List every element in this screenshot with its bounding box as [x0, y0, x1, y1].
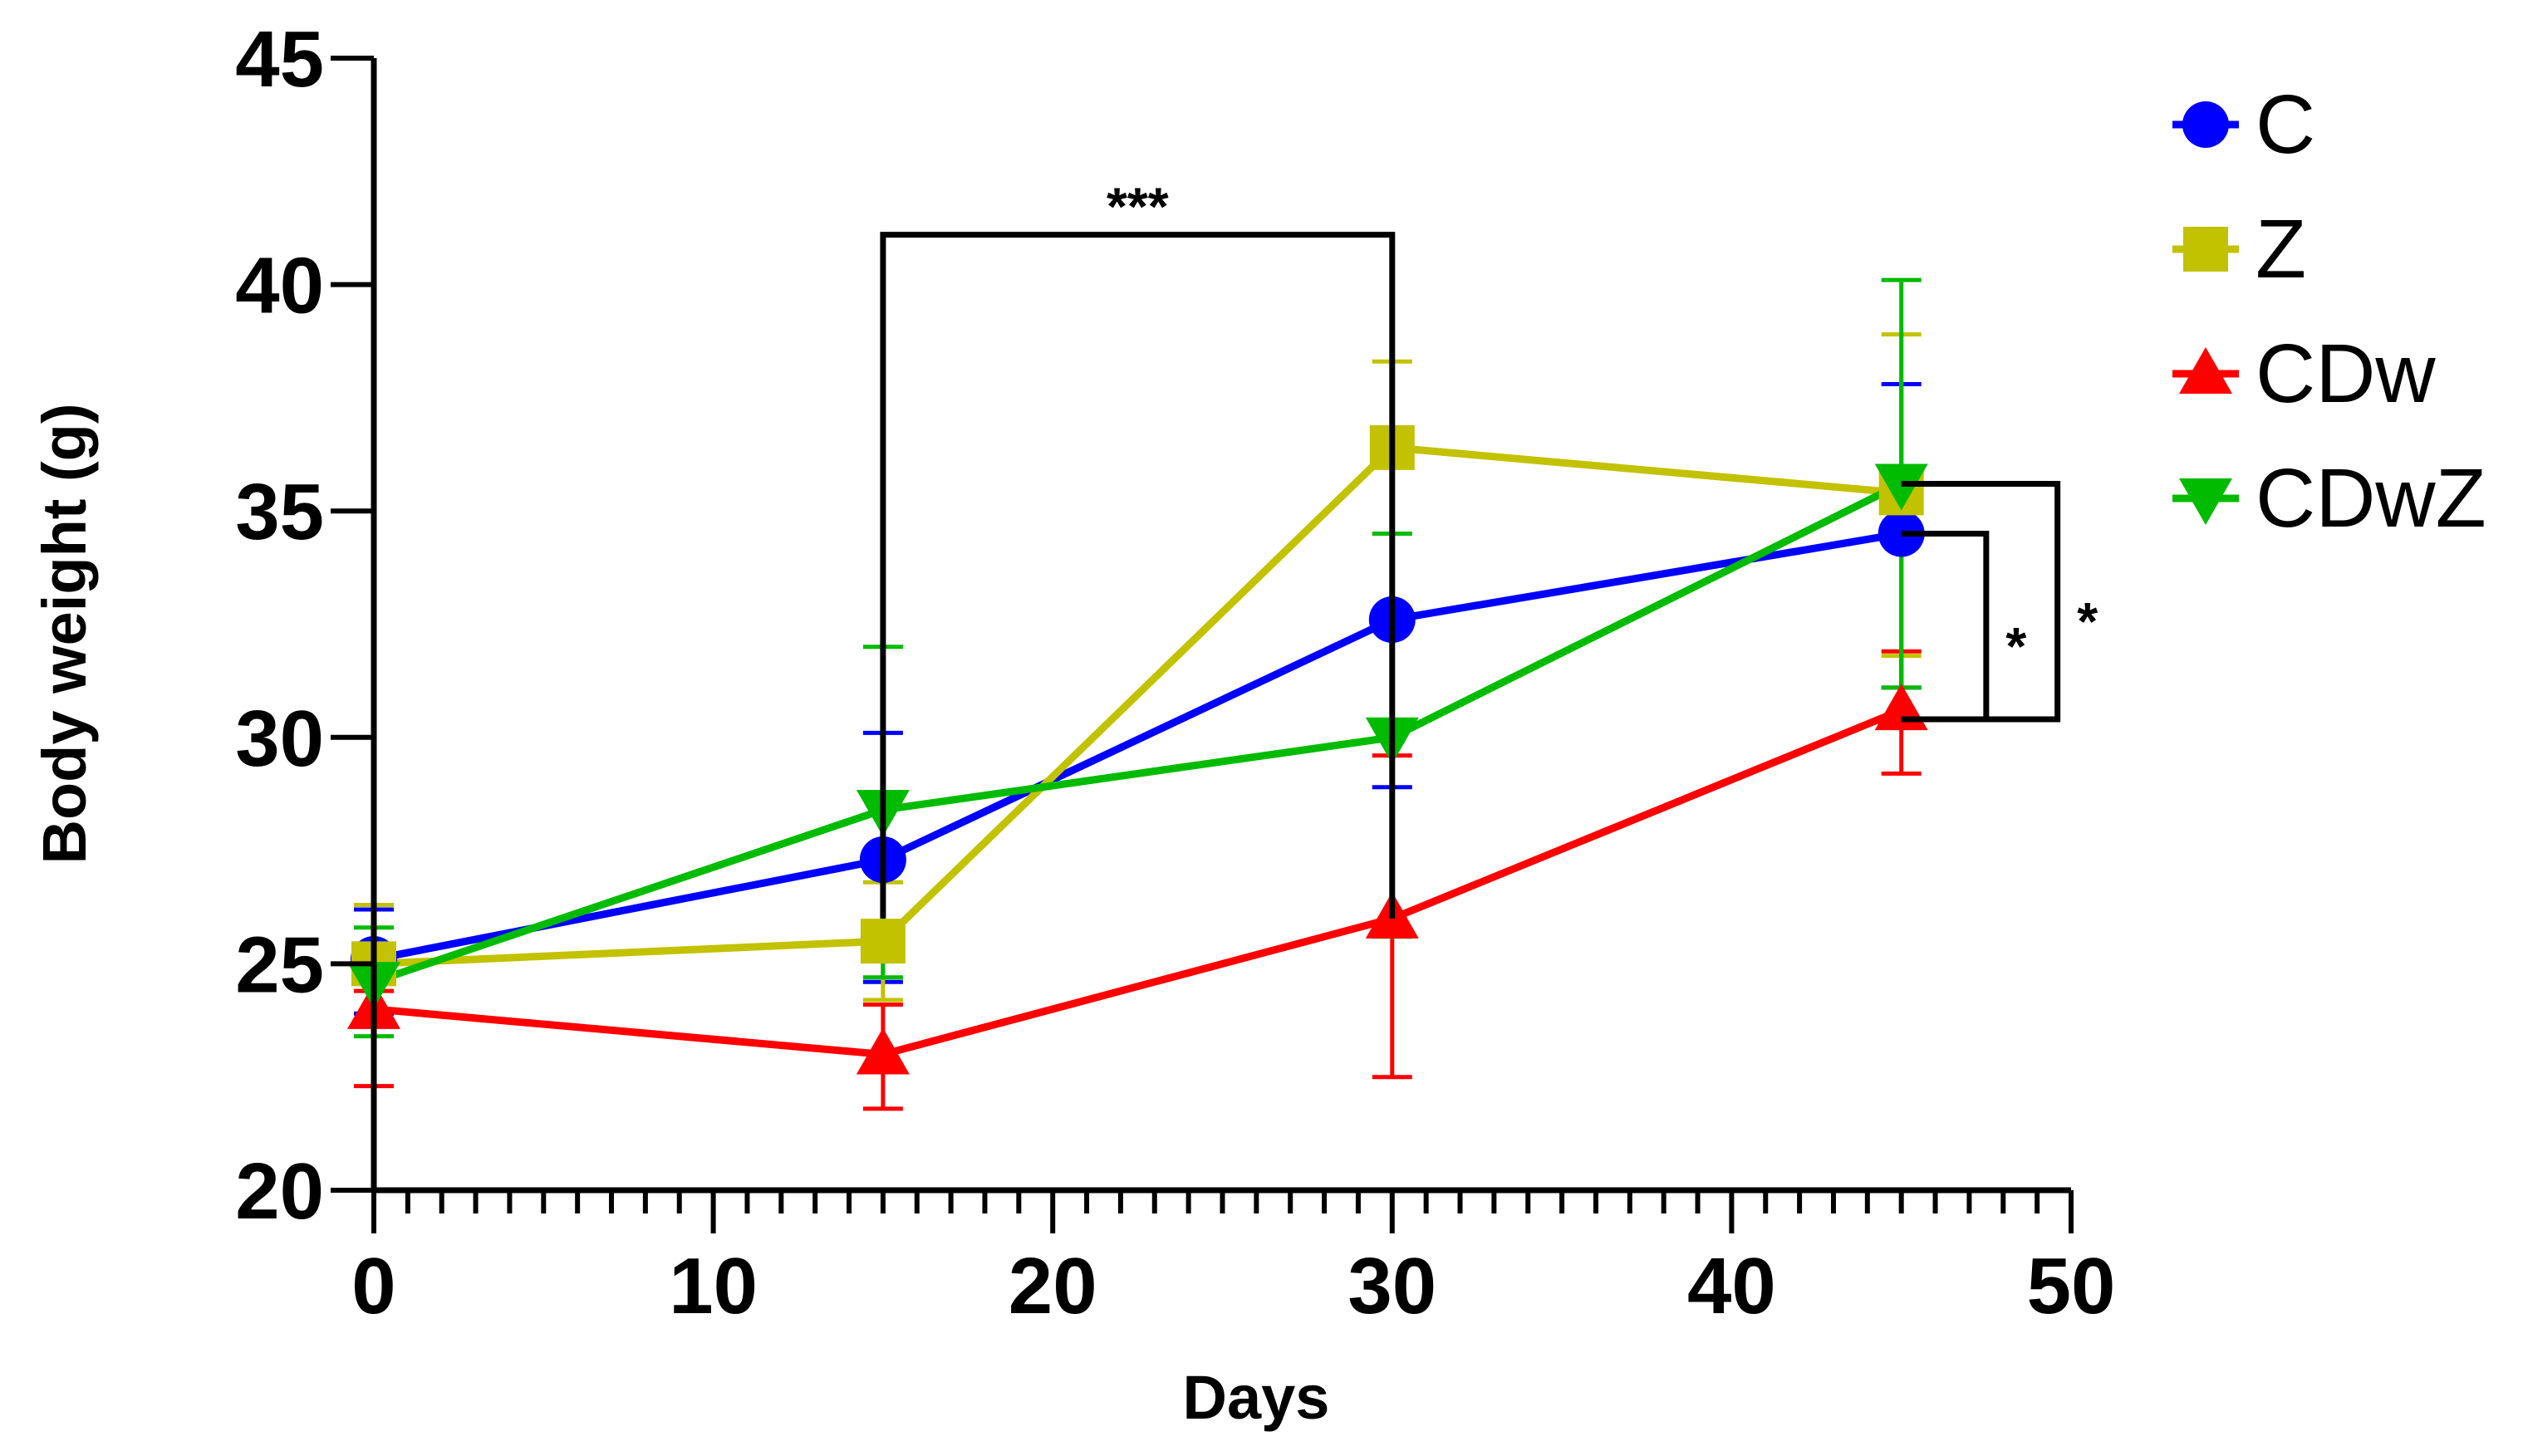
- series-line-c: [373, 530, 1902, 963]
- y-tick-label: 20: [235, 1147, 324, 1236]
- x-tick-label: 50: [2027, 1242, 2116, 1331]
- legend-label: Z: [2255, 203, 2306, 296]
- significance-bracket: *: [1901, 480, 2098, 723]
- legend: CZ CDw CDwZ: [2172, 78, 2486, 545]
- y-tick-label: 30: [235, 694, 324, 783]
- y-axis-title: Body weight (g): [30, 404, 99, 865]
- bracket-line: [880, 232, 1396, 919]
- legend-label: C: [2255, 78, 2315, 171]
- series-layer: [347, 277, 1928, 1111]
- x-tick-label: 0: [351, 1242, 395, 1331]
- error-bars-cdwz: [354, 277, 1922, 1039]
- series-line-cdw: [373, 706, 1903, 1058]
- y-tick-label: 40: [235, 242, 324, 331]
- series-line-cdwz: [372, 480, 1903, 986]
- data-point-cdwz: [1874, 463, 1928, 511]
- significance-annotations: **** *: [880, 177, 2098, 919]
- legend-marker: [2179, 478, 2232, 525]
- bracket-line: [1901, 480, 2061, 723]
- x-tick-label: 40: [1687, 1242, 1776, 1331]
- y-tick-label: 25: [235, 920, 324, 1009]
- legend-marker: [2183, 227, 2228, 272]
- legend-marker: [2179, 347, 2232, 394]
- legend-label: CDwZ: [2255, 452, 2486, 545]
- y-tick-label: 45: [235, 15, 324, 104]
- legend-item-z: Z: [2172, 203, 2306, 296]
- legend-marker: [2182, 101, 2229, 148]
- significance-bracket: *: [1901, 530, 2026, 723]
- error-bars-cdw: [354, 649, 1922, 1111]
- legend-item-cdw: CDw: [2172, 327, 2436, 420]
- legend-item-cdwz: CDwZ: [2172, 452, 2486, 545]
- bracket-line: [1901, 530, 1990, 723]
- significance-label: ***: [1107, 177, 1169, 237]
- significance-bracket: ***: [880, 177, 1396, 919]
- x-tick-label: 20: [1009, 1242, 1097, 1331]
- series-line-z: [373, 444, 1902, 968]
- y-tick-label: 35: [235, 468, 324, 556]
- data-point-z: [860, 919, 906, 964]
- legend-label: CDw: [2255, 327, 2436, 420]
- axes: 20 25 30 35 40 45 0 10 20 30 40 50: [235, 15, 2115, 1331]
- x-tick-label: 10: [669, 1242, 758, 1331]
- data-point-cdw: [1874, 684, 1928, 731]
- significance-label: *: [2005, 616, 2026, 676]
- x-axis-title: Days: [1183, 1363, 1330, 1432]
- data-point-cdw: [856, 1027, 910, 1075]
- significance-label: *: [2077, 591, 2098, 651]
- legend-item-c: C: [2172, 78, 2315, 171]
- x-tick-label: 30: [1347, 1242, 1436, 1331]
